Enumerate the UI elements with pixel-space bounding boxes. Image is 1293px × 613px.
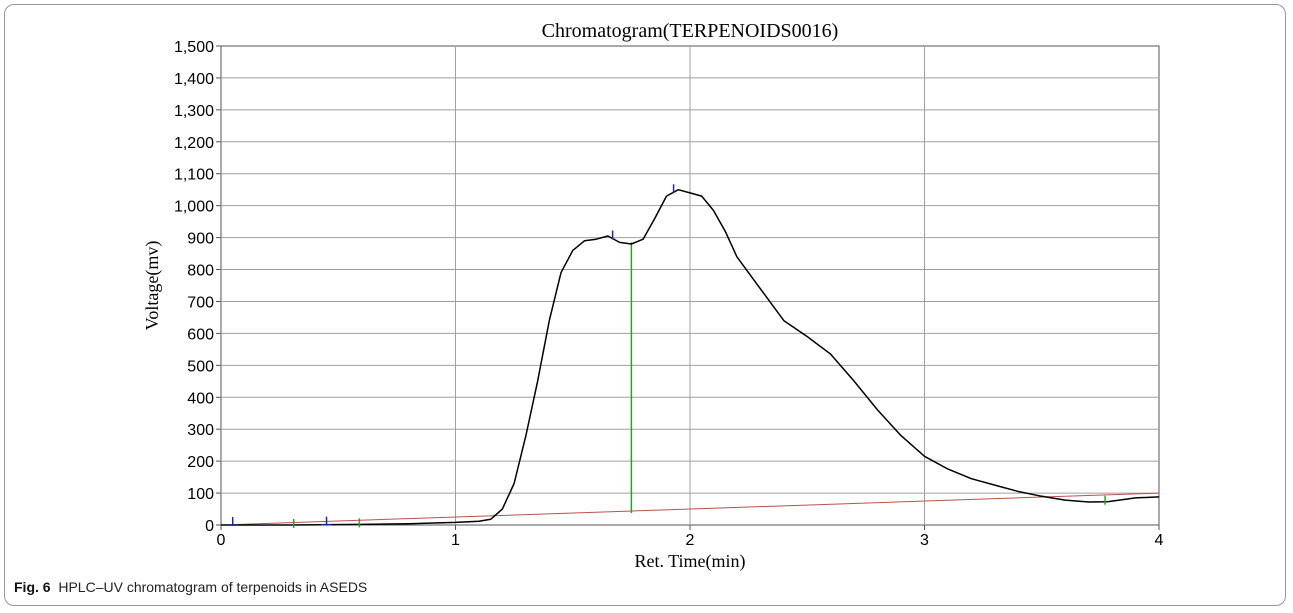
y-tick-label: 1,300 xyxy=(174,103,214,120)
chromatogram-trace xyxy=(221,188,1160,526)
figure-caption: Fig. 6 HPLC–UV chromatogram of terpenoid… xyxy=(14,579,367,595)
y-tick-label: 600 xyxy=(187,326,214,343)
figure-caption-text: HPLC–UV chromatogram of terpenoids in AS… xyxy=(58,579,368,595)
y-tick-label: 700 xyxy=(187,294,214,311)
figure-frame xyxy=(4,4,1286,606)
x-tick-label: 2 xyxy=(686,532,695,549)
y-tick-label: 800 xyxy=(187,263,214,280)
x-axis-label: Ret. Time(min) xyxy=(634,551,745,572)
y-axis-label: Voltage(mv) xyxy=(142,241,163,331)
y-tick-label: 200 xyxy=(187,454,214,471)
y-tick-label: 1,400 xyxy=(174,71,214,88)
y-tick-label: 1,100 xyxy=(174,167,214,184)
grid-lines xyxy=(221,46,1159,525)
x-tick-label: 0 xyxy=(217,532,226,549)
series-layer xyxy=(220,184,1160,528)
y-tick-label: 300 xyxy=(187,422,214,439)
x-tick-label: 1 xyxy=(451,532,460,549)
x-tick-label: 3 xyxy=(920,532,929,549)
chart-title: Chromatogram(TERPENOIDS0016) xyxy=(542,20,839,42)
y-tick-label: 100 xyxy=(187,486,214,503)
y-tick-label: 0 xyxy=(205,518,214,535)
baseline-line xyxy=(220,492,1160,526)
y-tick-label: 500 xyxy=(187,358,214,375)
x-tick-label: 4 xyxy=(1155,532,1164,549)
y-tick-label: 1,000 xyxy=(174,199,214,216)
axes: 0 100 200 300 400 500 600 700 800 900 1,000 1,100 1,… xyxy=(174,39,1164,549)
y-tick-label: 400 xyxy=(187,390,214,407)
y-tick-label: 1,200 xyxy=(174,135,214,152)
y-tick-label: 1,500 xyxy=(174,39,214,56)
figure-label: Fig. 6 xyxy=(14,579,51,595)
y-tick-label: 900 xyxy=(187,231,214,248)
